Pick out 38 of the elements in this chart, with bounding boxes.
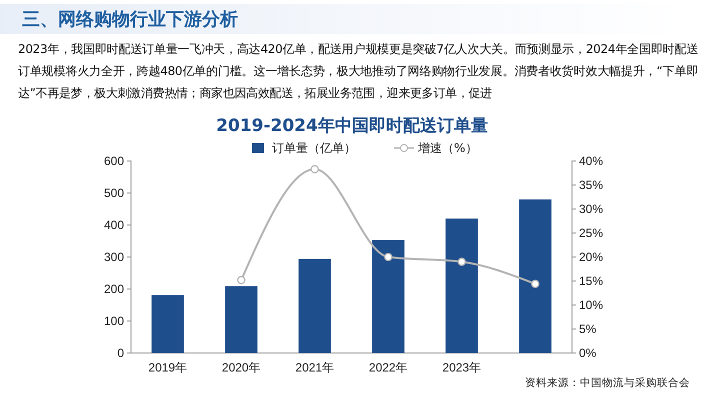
y2-tick-label: 40% <box>579 154 604 168</box>
bar <box>446 218 478 353</box>
point <box>531 280 540 288</box>
y-tick-label: 600 <box>104 154 124 168</box>
y-tick-label: 100 <box>104 314 124 328</box>
y2-tick-label: 10% <box>579 298 604 312</box>
y2-tick-label: 20% <box>579 250 604 264</box>
point <box>237 276 246 284</box>
y2-tick-label: 35% <box>579 178 604 192</box>
y2-tick-label: 0% <box>579 346 597 360</box>
y2-tick-label: 15% <box>579 274 604 288</box>
y-tick-label: 500 <box>104 186 124 200</box>
y2-tick-label: 30% <box>579 202 604 216</box>
y-tick-label: 200 <box>104 282 124 296</box>
x-tick-label: 2022年 <box>368 360 408 375</box>
y-tick-label: 400 <box>104 218 124 232</box>
text: 2023年，我国即时配送订单量一飞冲天，高达420亿单，配送用户规模更是突破7亿人次大关。而预测显示，2024年全国即时配送订单规模将火力全开，跨越480亿单的门槛。这一增长态势，极大地推动了网络购物行业发展。消费者收货时效大幅提升，“下单即达”不再是梦，极大刺激消费热情；商家也因高效配送，拓展业务范围，迎来更多订单，促进 <box>18 41 698 102</box>
chart-title: 2019-2024年中国即时配送订单量 <box>216 116 488 136</box>
point <box>310 165 319 174</box>
y2-tick-label: 25% <box>579 226 604 240</box>
legend-label: 增速（%） <box>417 141 478 155</box>
bar <box>225 286 258 353</box>
x-tick-label: 2019年 <box>148 360 188 375</box>
point <box>384 252 392 262</box>
bar <box>519 199 552 353</box>
chart-subtitle: 三、网络购物行业下游分析 <box>22 8 238 31</box>
bar <box>372 240 404 353</box>
legend-label: 订单量（亿单） <box>272 141 356 155</box>
point <box>458 258 466 266</box>
y-tick-label: 300 <box>104 250 124 264</box>
y-tick-label: 0 <box>117 346 124 360</box>
x-tick-label: 2020年 <box>222 360 261 375</box>
x-tick-label: 2021年 <box>295 360 334 375</box>
bar <box>152 295 184 353</box>
x-tick-label: 2023年 <box>442 360 482 375</box>
text: 资料来源：中国物流与采购联合会 <box>525 376 690 389</box>
bar <box>298 258 331 353</box>
y2-tick-label: 5% <box>579 322 597 336</box>
